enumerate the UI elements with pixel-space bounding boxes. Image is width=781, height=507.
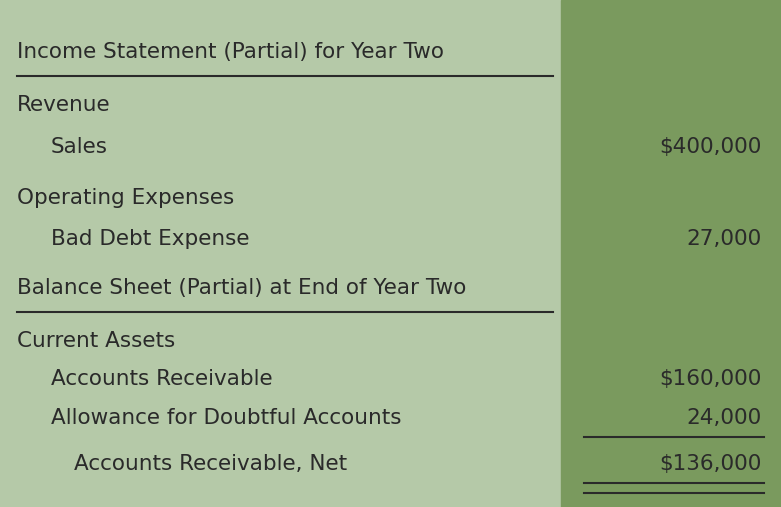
Text: Revenue: Revenue (17, 95, 111, 115)
Text: Bad Debt Expense: Bad Debt Expense (51, 229, 249, 249)
Text: Accounts Receivable, Net: Accounts Receivable, Net (74, 454, 348, 474)
Text: 27,000: 27,000 (686, 229, 761, 249)
Text: 24,000: 24,000 (686, 408, 761, 427)
Text: Balance Sheet (Partial) at End of Year Two: Balance Sheet (Partial) at End of Year T… (17, 278, 466, 298)
Text: $160,000: $160,000 (659, 369, 761, 389)
Text: Income Statement (Partial) for Year Two: Income Statement (Partial) for Year Two (17, 42, 444, 61)
Text: $136,000: $136,000 (659, 454, 761, 474)
Text: $400,000: $400,000 (659, 137, 761, 157)
Bar (0, 0, 561, 507)
Text: Accounts Receivable: Accounts Receivable (51, 369, 273, 389)
Text: Current Assets: Current Assets (17, 331, 176, 350)
Text: Sales: Sales (51, 137, 108, 157)
Text: Operating Expenses: Operating Expenses (17, 188, 234, 207)
Text: Allowance for Doubtful Accounts: Allowance for Doubtful Accounts (51, 408, 401, 427)
Bar (561, 0, 781, 507)
